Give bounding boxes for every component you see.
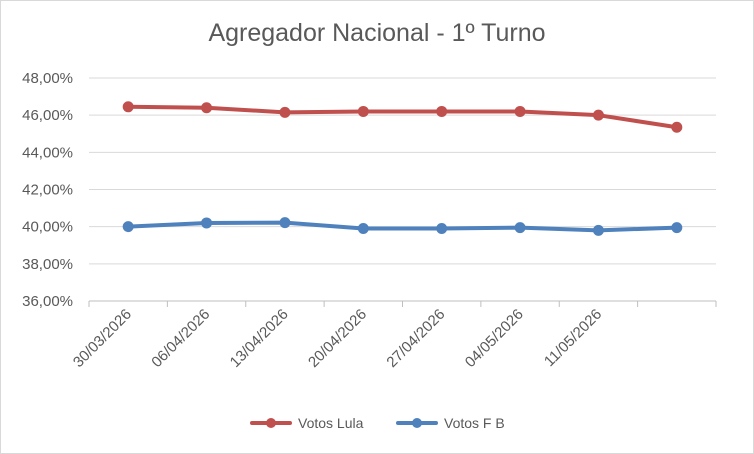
legend-label: Votos Lula <box>298 415 364 431</box>
data-point <box>592 224 604 236</box>
series-line <box>126 220 679 233</box>
y-tick-label: 44,00% <box>22 144 73 161</box>
data-point <box>279 217 291 229</box>
x-tick-label: 27/04/2026 <box>383 306 448 371</box>
x-tick-label: 13/04/2026 <box>227 306 292 371</box>
data-point <box>671 222 683 234</box>
series-votos-fb <box>122 217 683 236</box>
legend-item: Votos F B <box>396 415 505 431</box>
y-tick-label: 42,00% <box>22 182 73 199</box>
data-point <box>671 121 683 133</box>
series-votos-lula <box>122 101 683 133</box>
y-tick-label: 40,00% <box>22 219 73 236</box>
x-tick-label: 11/05/2026 <box>541 306 605 370</box>
legend-marker <box>412 418 422 428</box>
data-point <box>436 105 448 117</box>
x-tick-label: 06/04/2026 <box>148 306 213 371</box>
series-line <box>126 104 679 130</box>
data-point <box>514 222 526 234</box>
x-tick-label: 04/05/2026 <box>462 306 527 371</box>
data-point <box>122 221 134 233</box>
y-tick-label: 36,00% <box>22 293 73 310</box>
x-tick-label: 20/04/2026 <box>305 306 370 371</box>
data-point <box>357 105 369 117</box>
y-tick-label: 38,00% <box>22 256 73 273</box>
data-point <box>279 106 291 118</box>
data-point <box>514 105 526 117</box>
y-tick-label: 46,00% <box>22 107 73 124</box>
data-point <box>122 101 134 113</box>
data-point <box>201 217 213 229</box>
data-point <box>201 102 213 114</box>
x-tick-label: 30/03/2026 <box>70 306 135 371</box>
data-point <box>592 109 604 121</box>
chart-title: Agregador Nacional - 1º Turno <box>208 19 546 47</box>
legend-item: Votos Lula <box>250 415 364 431</box>
legend-label: Votos F B <box>444 415 505 431</box>
legend-marker <box>266 418 276 428</box>
y-tick-label: 48,00% <box>22 70 73 87</box>
data-point <box>436 223 448 235</box>
data-point <box>357 223 369 235</box>
